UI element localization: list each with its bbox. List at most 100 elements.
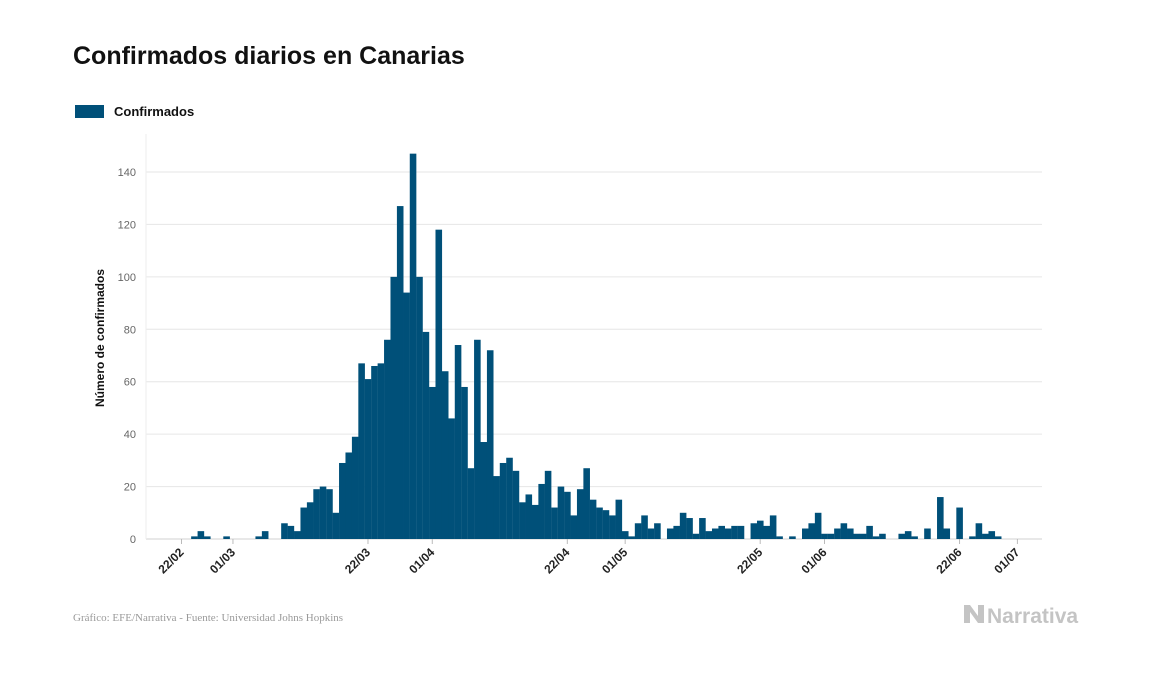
bar (705, 531, 713, 539)
bar (654, 523, 661, 539)
bar (467, 468, 475, 539)
x-tick-label: 01/03 (207, 545, 238, 576)
bar (377, 363, 385, 539)
bar (506, 457, 513, 539)
x-tick-label: 01/06 (798, 545, 829, 576)
bar (699, 518, 706, 539)
bar (609, 515, 616, 539)
bar (306, 502, 314, 539)
y-axis-ticks: 0 20 40 60 80 100 120 140 (118, 167, 136, 546)
bar (576, 489, 584, 539)
bar (519, 502, 526, 539)
bar (339, 462, 346, 539)
bar (191, 536, 198, 539)
bar (564, 491, 571, 539)
bar (441, 371, 449, 539)
x-tick-label: 22/02 (155, 545, 186, 576)
y-tick-label: 60 (124, 377, 136, 389)
bar (988, 531, 996, 539)
bar (435, 229, 443, 540)
legend-label: Confirmados (114, 104, 195, 119)
bar (300, 507, 308, 539)
bar (853, 533, 861, 539)
chart-title: Confirmados diarios en Canarias (73, 42, 465, 70)
bar (808, 523, 816, 539)
bar (358, 363, 365, 539)
y-tick-label: 40 (124, 429, 136, 441)
bar (641, 515, 648, 539)
bar (628, 536, 635, 539)
bar (525, 494, 533, 539)
bar (390, 276, 398, 539)
brand-name: Narrativa (987, 604, 1079, 628)
y-tick-label: 120 (118, 219, 136, 231)
bar (596, 507, 603, 539)
bar (994, 536, 1002, 539)
bar (859, 533, 867, 539)
bar (756, 520, 764, 539)
bar (197, 531, 205, 539)
bar (615, 499, 623, 539)
bar (583, 468, 590, 539)
bar (943, 528, 951, 539)
y-tick-label: 20 (124, 482, 136, 494)
x-axis-ticks: 22/02 01/03 22/03 01/04 22/04 01/05 22/05 01/06… (155, 539, 1023, 576)
bar (429, 386, 436, 539)
bar (686, 518, 693, 539)
legend: Confirmados (75, 104, 194, 119)
x-tick-label: 22/03 (342, 545, 373, 576)
bar (448, 418, 455, 539)
bar (763, 525, 770, 539)
bar (834, 528, 841, 539)
bar (731, 525, 738, 539)
bar (821, 533, 828, 539)
bar (332, 512, 340, 539)
bar (544, 470, 552, 539)
y-axis-label: Número de confirmados (93, 269, 107, 407)
bar (737, 525, 745, 539)
bar (351, 436, 359, 539)
bar (364, 379, 372, 539)
bars (191, 153, 1002, 540)
bar (924, 528, 931, 539)
bar (493, 476, 500, 539)
bar (313, 489, 320, 539)
bar (692, 533, 700, 539)
bar (975, 523, 983, 539)
bar (474, 339, 481, 539)
x-tick-label: 01/07 (991, 545, 1022, 576)
bar (403, 292, 410, 539)
bar (769, 515, 777, 539)
bar (570, 515, 578, 539)
bar (345, 452, 353, 539)
bar (319, 486, 327, 539)
bar (872, 536, 880, 539)
bar (223, 536, 230, 539)
bar (204, 536, 211, 539)
bar (371, 365, 378, 539)
bar (879, 533, 886, 539)
bar (956, 507, 963, 539)
bar (409, 153, 417, 539)
bar (898, 533, 906, 539)
bar (499, 462, 507, 539)
bar (454, 345, 462, 539)
bar (814, 512, 822, 539)
bar (982, 533, 989, 539)
grid-lines (145, 134, 1042, 540)
bar (287, 525, 295, 539)
y-tick-label: 80 (124, 324, 136, 336)
bar (384, 339, 391, 539)
bar (602, 510, 610, 539)
bar (750, 523, 758, 539)
bar (840, 523, 848, 539)
bar (422, 331, 430, 539)
bar (911, 536, 918, 539)
bar (827, 533, 835, 539)
bar (551, 507, 558, 539)
bar (866, 525, 873, 539)
bar (673, 525, 680, 539)
legend-swatch (75, 105, 104, 118)
bar (776, 536, 783, 539)
bar (711, 528, 719, 539)
